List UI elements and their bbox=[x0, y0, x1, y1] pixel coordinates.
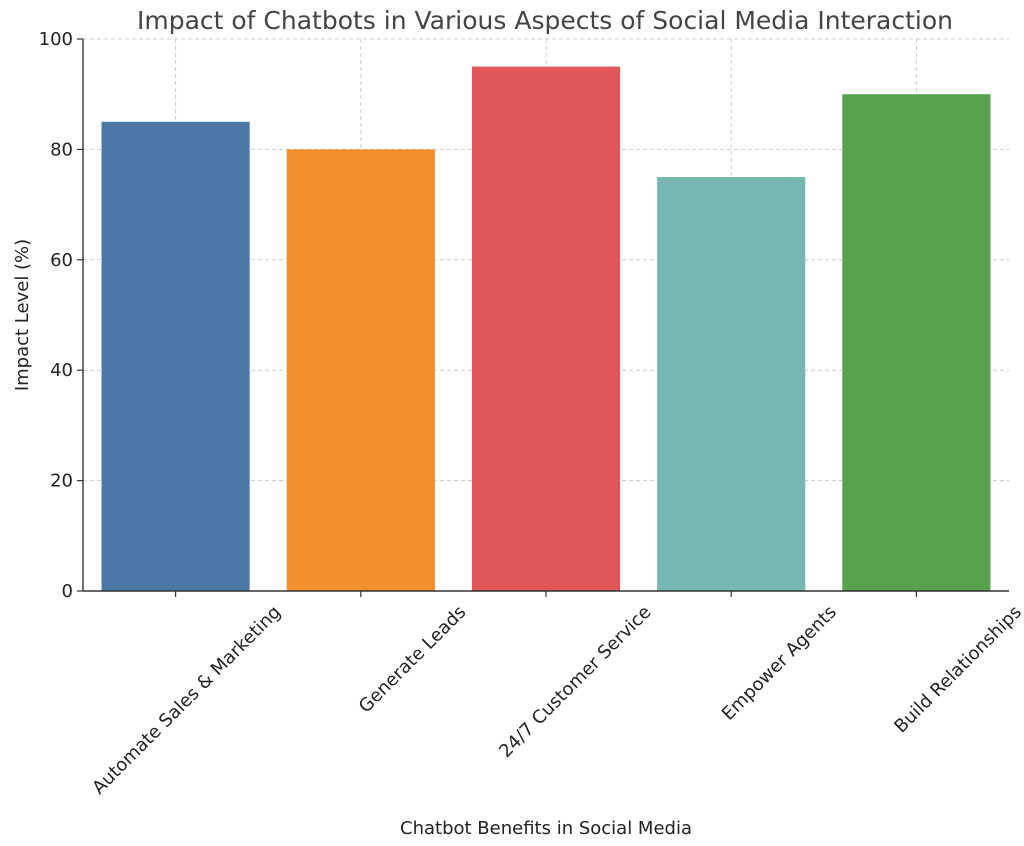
bar bbox=[286, 149, 435, 591]
bar bbox=[657, 177, 806, 591]
x-tick-label: Empower Agents bbox=[718, 602, 841, 725]
y-tick-label: 40 bbox=[50, 360, 73, 381]
x-tick-label: 24/7 Customer Service bbox=[495, 602, 655, 762]
bar bbox=[101, 121, 250, 592]
y-tick-label: 60 bbox=[50, 250, 73, 271]
chart-title: Impact of Chatbots in Various Aspects of… bbox=[137, 6, 953, 35]
x-ticks: Automate Sales & Marketing Generate Leads… bbox=[88, 591, 1024, 798]
y-tick-label: 20 bbox=[50, 471, 73, 492]
bar bbox=[842, 94, 991, 591]
x-axis-label: Chatbot Benefits in Social Media bbox=[400, 818, 692, 839]
y-tick-label: 100 bbox=[39, 29, 73, 50]
x-tick-label: Generate Leads bbox=[355, 602, 471, 718]
bars bbox=[101, 66, 991, 592]
y-tick-label: 80 bbox=[50, 139, 73, 160]
bar bbox=[471, 66, 621, 592]
x-tick-label: Build Relationships bbox=[890, 602, 1024, 738]
y-tick-label: 0 bbox=[62, 581, 73, 602]
y-ticks: 0 20 40 60 80 100 bbox=[39, 29, 83, 602]
y-axis-label: Impact Level (%) bbox=[12, 239, 33, 391]
x-tick-label: Automate Sales & Marketing bbox=[88, 602, 285, 799]
